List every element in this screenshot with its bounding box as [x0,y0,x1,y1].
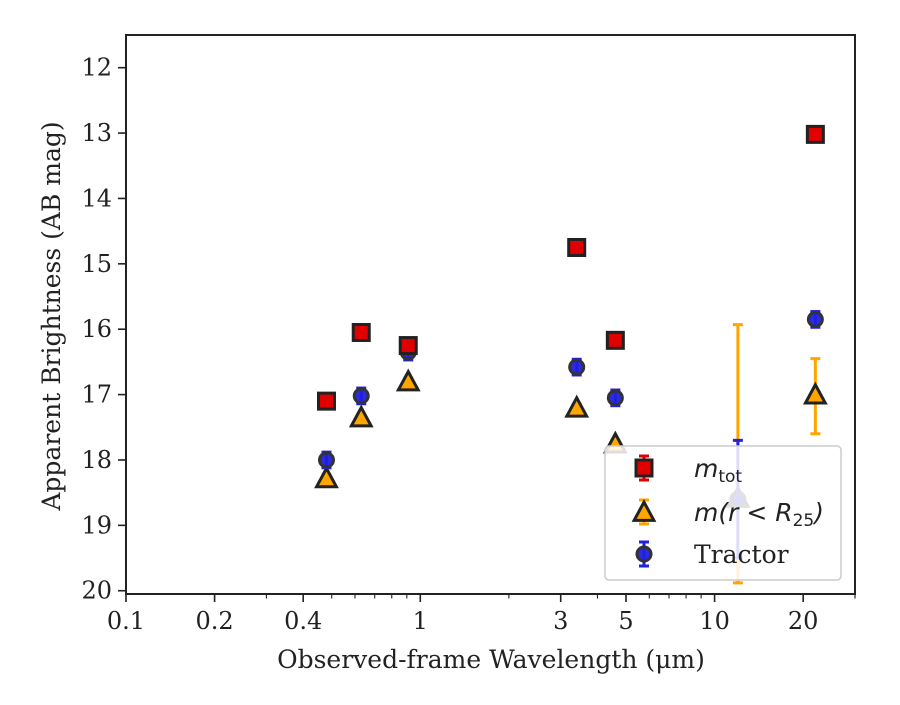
x-tick-label: 20 [788,607,819,635]
y-tick-label: 15 [81,250,112,278]
data-point-circle [352,387,370,405]
x-tick-label: 0.2 [196,607,234,635]
data-point-square [351,322,371,342]
x-tick-label: 5 [618,607,633,635]
data-point-circle [568,358,586,376]
data-point-circle [317,451,335,469]
legend-label: Tractor [694,540,789,569]
data-point-square [805,124,825,144]
y-tick-label: 18 [81,446,112,474]
y-tick-label: 14 [81,184,112,212]
x-tick-label: 1 [413,607,428,635]
y-tick-label: 13 [81,119,112,147]
data-point-square [605,330,625,350]
data-point-triangle [395,368,421,392]
legend-marker-circle [635,545,653,563]
legend-entry: mtot [634,454,742,487]
x-axis-label: Observed-frame Wavelength (μm) [277,645,705,674]
y-tick-label: 20 [81,577,112,605]
legend-label: m(r < R25) [694,498,824,531]
plot-frame [125,34,856,595]
x-tick-label: 3 [553,607,568,635]
legend-box [604,445,842,581]
data-point-circle [606,389,624,407]
legend-entry: Tractor [635,540,789,569]
data-point-square [398,336,418,356]
legend-label: mtot [694,454,742,487]
y-tick-label: 12 [81,54,112,82]
data-point-square [316,391,336,411]
data-point-circle [806,310,824,328]
x-tick-label: 10 [699,607,730,635]
x-tick-label: 0.4 [284,607,322,635]
x-tick-label: 0.1 [107,607,145,635]
legend-marker-triangle [631,498,657,522]
legend-marker-square [634,458,654,478]
y-axis-label: Apparent Brightness (AB mag) [37,121,66,511]
legend-entry: m(r < R25) [631,498,824,531]
y-tick-label: 16 [81,315,112,343]
y-tick-label: 17 [81,381,112,409]
data-point-triangle [802,381,828,405]
legend: mtot m(r < R25) Tractor [604,445,842,581]
series-square [316,124,825,411]
y-tick-label: 19 [81,511,112,539]
data-point-triangle [348,404,374,428]
data-point-square [567,237,587,257]
data-point-triangle [564,394,590,418]
data-point-triangle [314,465,339,489]
